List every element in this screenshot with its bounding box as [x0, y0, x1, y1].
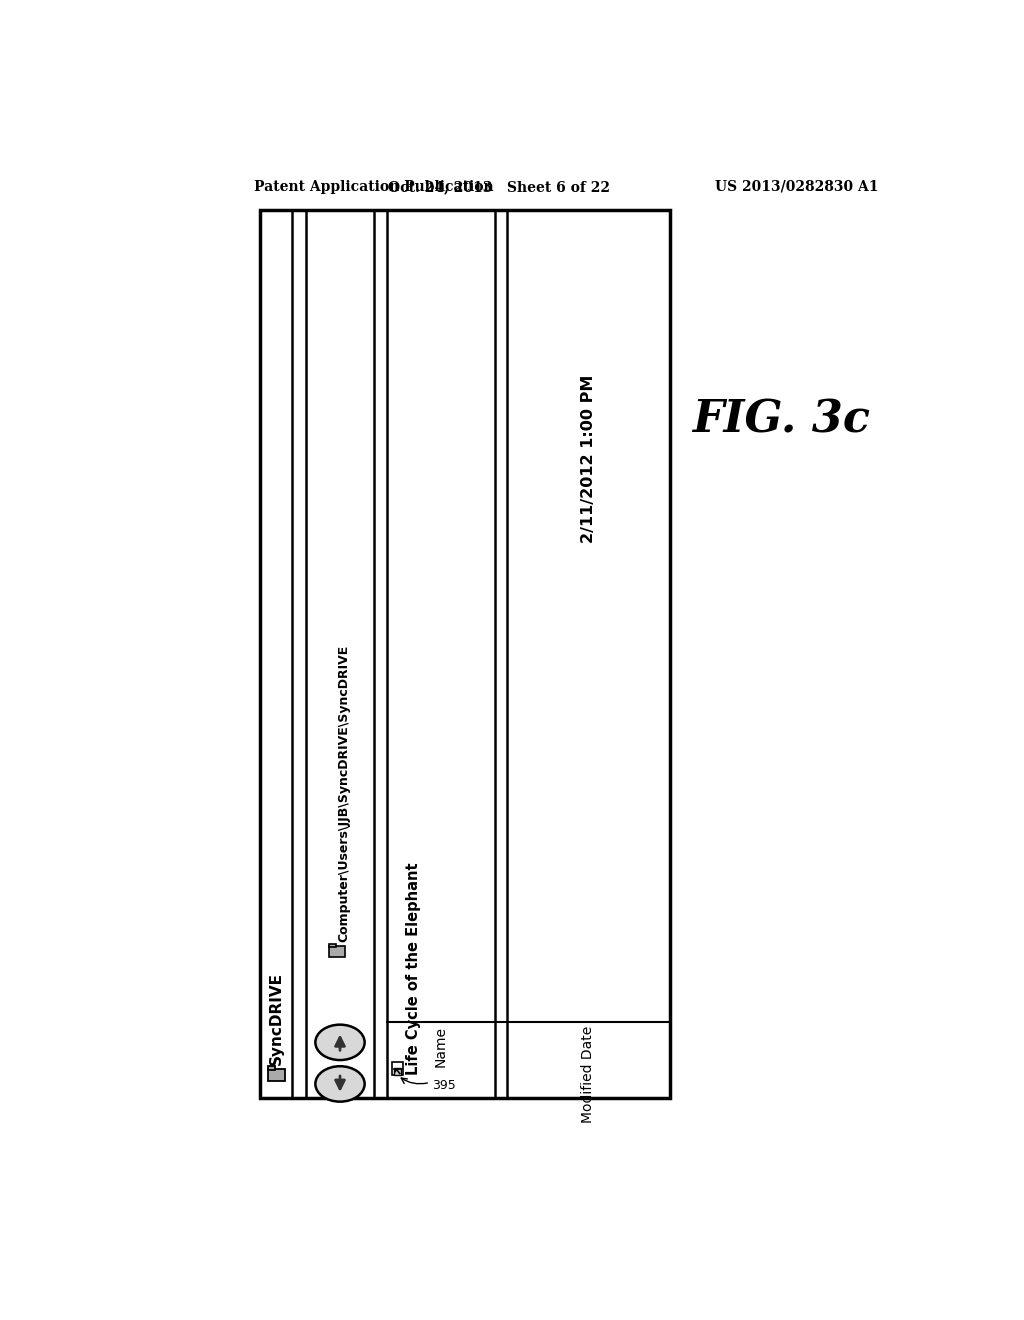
Bar	[392, 1061, 403, 1076]
Text: Name: Name	[434, 1026, 447, 1067]
Text: Life Cycle of the Elephant: Life Cycle of the Elephant	[407, 863, 421, 1076]
Bar	[330, 946, 345, 957]
Text: Computer\Users\JJB\SyncDRIVE\SyncDRIVE: Computer\Users\JJB\SyncDRIVE\SyncDRIVE	[337, 645, 350, 942]
Bar	[260, 210, 670, 1098]
Bar	[394, 1068, 400, 1074]
Text: Oct. 24, 2013   Sheet 6 of 22: Oct. 24, 2013 Sheet 6 of 22	[388, 180, 609, 194]
Text: 395: 395	[432, 1078, 456, 1092]
Bar	[267, 1069, 285, 1081]
Ellipse shape	[315, 1024, 365, 1060]
Text: 2/11/2012 1:00 PM: 2/11/2012 1:00 PM	[581, 375, 596, 544]
Bar	[330, 944, 336, 946]
Text: Modified Date: Modified Date	[582, 1026, 595, 1123]
Text: FIG. 3c: FIG. 3c	[692, 399, 870, 442]
Text: Patent Application Publication: Patent Application Publication	[254, 180, 494, 194]
Ellipse shape	[315, 1067, 365, 1102]
Bar	[267, 1067, 274, 1071]
Text: SyncDRIVE: SyncDRIVE	[268, 973, 284, 1065]
Text: US 2013/0282830 A1: US 2013/0282830 A1	[715, 180, 879, 194]
